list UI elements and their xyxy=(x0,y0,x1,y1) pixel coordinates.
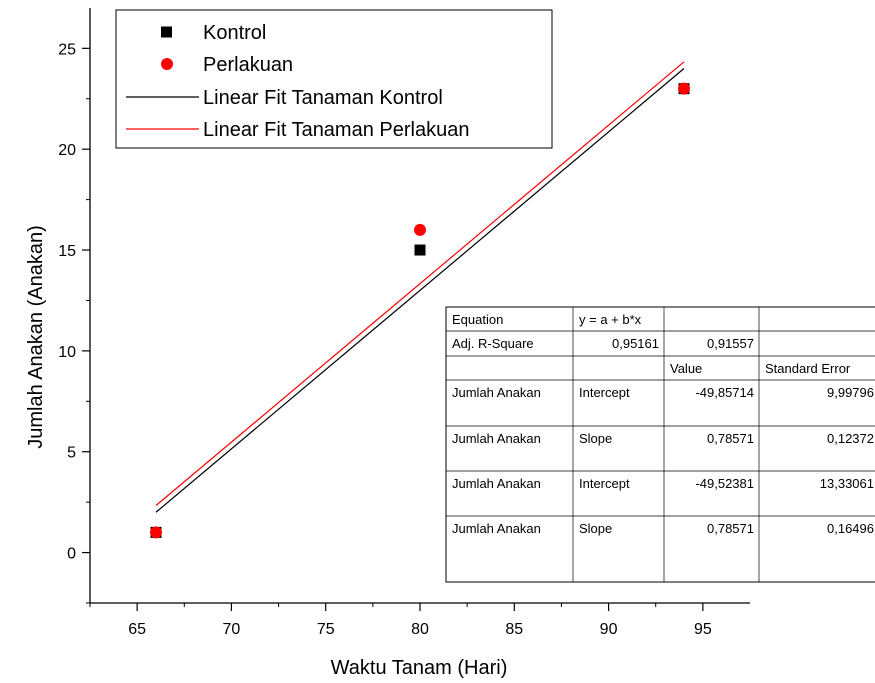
legend-label: Linear Fit Tanaman Kontrol xyxy=(203,87,443,109)
plot-area xyxy=(150,61,690,539)
x-tick-label: 90 xyxy=(600,621,618,638)
data-point-circle xyxy=(414,223,426,236)
legend-label: Linear Fit Tanaman Perlakuan xyxy=(203,119,469,141)
x-tick-label: 85 xyxy=(505,621,523,638)
table-cell: Jumlah Anakan xyxy=(452,431,541,446)
fit-line xyxy=(155,61,685,506)
table-cell: 0,78571 xyxy=(707,431,754,446)
table-cell: Value xyxy=(670,361,702,376)
legend: Kontrol Perlakuan Linear Fit Tanaman Kontr… xyxy=(115,9,553,149)
legend-marker-square xyxy=(161,26,172,38)
table-cell: Slope xyxy=(579,521,612,536)
y-tick-label: 20 xyxy=(58,142,76,159)
table-cell: Adj. R-Square xyxy=(452,336,534,351)
y-tick-label: 15 xyxy=(58,243,76,260)
table-cell: 13,33061 xyxy=(820,476,874,491)
y-tick-label: 10 xyxy=(58,344,76,361)
table-frame xyxy=(445,306,875,583)
table-cell: Intercept xyxy=(579,476,630,491)
x-tick-label: 95 xyxy=(694,621,712,638)
legend-label: Kontrol xyxy=(203,22,266,44)
table-cell: Jumlah Anakan xyxy=(452,476,541,491)
y-tick-label: 5 xyxy=(67,445,76,462)
table-cell: Intercept xyxy=(579,385,630,400)
data-point-circle xyxy=(150,526,162,539)
table-cell: 0,12372 xyxy=(827,431,874,446)
table-cell: 9,99796 xyxy=(827,385,874,400)
y-tick-label: 25 xyxy=(58,41,76,58)
table-cell: Equation xyxy=(452,312,503,327)
table-cell: 0,16496 xyxy=(827,521,874,536)
legend-box xyxy=(115,9,553,149)
y-axis-title: Jumlah Anakan (Anakan) xyxy=(25,225,47,448)
data-point-square xyxy=(414,244,426,256)
legend-label: Perlakuan xyxy=(203,54,293,76)
y-tick-label: 0 xyxy=(67,546,76,563)
table-cell: Jumlah Anakan xyxy=(452,521,541,536)
x-tick-label: 80 xyxy=(411,621,429,638)
x-tick-label: 65 xyxy=(128,621,146,638)
x-tick-label: 70 xyxy=(223,621,241,638)
table-cell: 0,78571 xyxy=(707,521,754,536)
x-axis-title: Waktu Tanam (Hari) xyxy=(331,657,508,679)
table-cell: Jumlah Anakan xyxy=(452,385,541,400)
table-cell: Slope xyxy=(579,431,612,446)
table-cell: -49,85714 xyxy=(695,385,754,400)
fit-line xyxy=(155,68,685,513)
table-cell: 0,95161 xyxy=(612,336,659,351)
x-tick-label: 75 xyxy=(317,621,335,638)
table-cell: y = a + b*x xyxy=(579,312,642,327)
table-cell: -49,52381 xyxy=(695,476,754,491)
table-cell: Standard Error xyxy=(765,361,851,376)
data-point-circle xyxy=(678,82,690,95)
fit-table: Equation y = a + b*x Adj. R-Square 0,95161 0… xyxy=(445,306,875,583)
axes: Waktu Tanam (Hari) Jumlah Anakan (Anakan… xyxy=(25,8,750,679)
legend-marker-circle xyxy=(161,58,173,70)
table-cell: 0,91557 xyxy=(707,336,754,351)
